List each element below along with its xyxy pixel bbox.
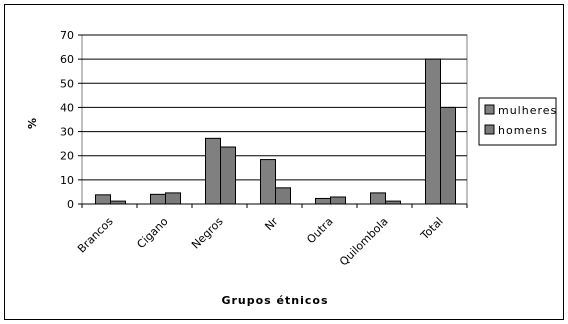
bar-homens-negros bbox=[220, 146, 236, 205]
x-tick-labels: Brancos Cigano Negros Nr Outra Quilombola Tota… bbox=[75, 215, 446, 269]
bar-homens-outra bbox=[330, 196, 346, 205]
y-tick-labels: 0 10 20 30 40 50 60 70 bbox=[60, 29, 74, 211]
y-tick-label: 40 bbox=[60, 101, 74, 114]
bars bbox=[95, 58, 456, 205]
bar-mulheres-brancos bbox=[95, 194, 111, 205]
bar-mulheres-negros bbox=[205, 137, 221, 205]
legend-swatch-homens bbox=[484, 124, 495, 135]
y-tick-label: 20 bbox=[60, 150, 74, 163]
x-tick-label: Cigano bbox=[134, 215, 170, 251]
x-tick-label: Brancos bbox=[75, 215, 116, 256]
y-tick-label: 10 bbox=[60, 174, 74, 187]
x-tick-label: Nr bbox=[262, 215, 281, 234]
legend-swatch-mulheres bbox=[484, 104, 495, 115]
x-tick-label: Quilombola bbox=[337, 215, 391, 269]
x-tick-label: Total bbox=[418, 215, 446, 243]
bar-mulheres-nr bbox=[260, 159, 276, 205]
bar-homens-total bbox=[440, 106, 456, 205]
y-axis-title: % bbox=[26, 117, 39, 129]
legend-label-homens: homens bbox=[498, 124, 548, 137]
y-tick-label: 60 bbox=[60, 53, 74, 66]
x-tick-label: Negros bbox=[189, 215, 226, 252]
y-tick-label: 0 bbox=[67, 198, 74, 211]
y-tick-label: 70 bbox=[60, 29, 74, 42]
x-tick-label: Outra bbox=[304, 215, 335, 246]
bar-mulheres-total bbox=[425, 58, 441, 205]
legend: mulheres homens bbox=[478, 97, 557, 146]
bar-mulheres-cigano bbox=[150, 193, 166, 205]
x-axis-title: Grupos étnicos bbox=[221, 294, 328, 307]
bar-homens-nr bbox=[275, 187, 291, 205]
y-tick-label: 30 bbox=[60, 126, 74, 139]
y-tick-label: 50 bbox=[60, 77, 74, 90]
bar-mulheres-quilombola bbox=[370, 192, 386, 205]
bar-homens-cigano bbox=[165, 192, 181, 205]
legend-label-mulheres: mulheres bbox=[498, 104, 557, 117]
bar-mulheres-outra bbox=[315, 197, 331, 205]
